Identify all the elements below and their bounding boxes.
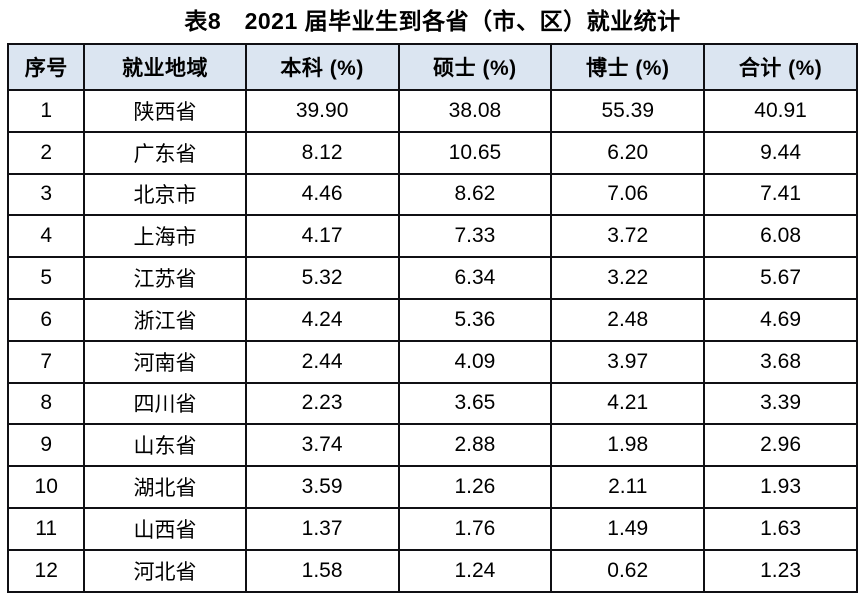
value-cell: 3.68: [703, 339, 858, 384]
value-cell: 4.69: [703, 297, 858, 342]
value-cell: 3.39: [703, 381, 858, 426]
value-cell: 6.08: [703, 214, 858, 259]
region-cell: 湖北省: [83, 465, 247, 509]
row-index-cell: 10: [6, 465, 86, 509]
value-cell: 1.24: [397, 548, 553, 593]
value-cell: 4.46: [244, 172, 400, 217]
value-cell: 7.33: [397, 214, 553, 259]
table-header: 序号 就业地域 本科 (%) 硕士 (%) 博士 (%) 合计 (%): [6, 43, 858, 91]
region-cell: 浙江省: [83, 297, 247, 342]
column-header-bachelor: 本科 (%): [244, 43, 400, 91]
value-cell: 1.76: [397, 506, 553, 551]
value-cell: 3.97: [550, 339, 706, 384]
row-index-cell: 8: [6, 381, 86, 426]
table-row: 3 北京市 4.46 8.62 7.06 7.41: [6, 172, 858, 217]
table-row: 7 河南省 2.44 4.09 3.97 3.68: [6, 339, 858, 384]
value-cell: 1.63: [703, 506, 858, 551]
value-cell: 4.09: [397, 339, 553, 384]
region-cell: 陕西省: [83, 89, 247, 133]
value-cell: 10.65: [397, 130, 553, 175]
value-cell: 7.06: [550, 172, 706, 217]
value-cell: 3.65: [397, 381, 553, 426]
value-cell: 4.21: [550, 381, 706, 426]
value-cell: 2.96: [703, 423, 858, 468]
region-cell: 江苏省: [83, 256, 247, 300]
value-cell: 1.58: [244, 548, 400, 593]
value-cell: 1.98: [550, 423, 706, 468]
row-index-cell: 2: [6, 130, 86, 175]
value-cell: 7.41: [703, 172, 858, 217]
value-cell: 5.36: [397, 297, 553, 342]
value-cell: 6.34: [397, 256, 553, 300]
value-cell: 8.62: [397, 172, 553, 217]
table-row: 5 江苏省 5.32 6.34 3.22 5.67: [6, 256, 858, 300]
region-cell: 北京市: [83, 172, 247, 217]
employment-statistics-table: 序号 就业地域 本科 (%) 硕士 (%) 博士 (%) 合计 (%) 1 陕西省 39.90…: [6, 43, 858, 593]
region-cell: 四川省: [83, 381, 247, 426]
value-cell: 3.74: [244, 423, 400, 468]
value-cell: 38.08: [397, 89, 553, 133]
value-cell: 2.88: [397, 423, 553, 468]
value-cell: 39.90: [244, 89, 400, 133]
table-row: 12 河北省 1.58 1.24 0.62 1.23: [6, 548, 858, 593]
value-cell: 1.49: [550, 506, 706, 551]
value-cell: 4.24: [244, 297, 400, 342]
table-row: 2 广东省 8.12 10.65 6.20 9.44: [6, 130, 858, 175]
region-cell: 山东省: [83, 423, 247, 468]
value-cell: 3.59: [244, 465, 400, 509]
row-index-cell: 4: [6, 214, 86, 259]
table-body: 1 陕西省 39.90 38.08 55.39 40.91 2 广东省 8.12 10.65 6.2…: [6, 89, 858, 593]
row-index-cell: 1: [6, 89, 86, 133]
region-cell: 上海市: [83, 214, 247, 259]
row-index-cell: 3: [6, 172, 86, 217]
table-row: 11 山西省 1.37 1.76 1.49 1.63: [6, 506, 858, 551]
value-cell: 1.37: [244, 506, 400, 551]
row-index-cell: 6: [6, 297, 86, 342]
row-index-cell: 11: [6, 506, 86, 551]
value-cell: 9.44: [703, 130, 858, 175]
value-cell: 6.20: [550, 130, 706, 175]
column-header-index: 序号: [6, 43, 86, 91]
value-cell: 2.44: [244, 339, 400, 384]
row-index-cell: 5: [6, 256, 86, 300]
value-cell: 1.26: [397, 465, 553, 509]
value-cell: 55.39: [550, 89, 706, 133]
value-cell: 3.22: [550, 256, 706, 300]
table-caption: 表8 2021 届毕业生到各省（市、区）就业统计: [184, 8, 681, 34]
region-cell: 河南省: [83, 339, 247, 384]
column-header-master: 硕士 (%): [397, 43, 553, 91]
region-cell: 广东省: [83, 130, 247, 175]
value-cell: 0.62: [550, 548, 706, 593]
region-cell: 河北省: [83, 548, 247, 593]
value-cell: 8.12: [244, 130, 400, 175]
row-index-cell: 7: [6, 339, 86, 384]
document-page: 表8 2021 届毕业生到各省（市、区）就业统计 序号 就业地域 本科 (%) 硕士 …: [6, 8, 858, 593]
row-index-cell: 9: [6, 423, 86, 468]
table-row: 1 陕西省 39.90 38.08 55.39 40.91: [6, 89, 858, 133]
value-cell: 2.11: [550, 465, 706, 509]
value-cell: 1.93: [703, 465, 858, 509]
header-row: 序号 就业地域 本科 (%) 硕士 (%) 博士 (%) 合计 (%): [6, 43, 858, 91]
value-cell: 4.17: [244, 214, 400, 259]
column-header-doctor: 博士 (%): [550, 43, 706, 91]
table-row: 6 浙江省 4.24 5.36 2.48 4.69: [6, 297, 858, 342]
table-row: 9 山东省 3.74 2.88 1.98 2.96: [6, 423, 858, 468]
value-cell: 5.67: [703, 256, 858, 300]
column-header-region: 就业地域: [83, 43, 247, 91]
value-cell: 3.72: [550, 214, 706, 259]
table-row: 4 上海市 4.17 7.33 3.72 6.08: [6, 214, 858, 259]
value-cell: 40.91: [703, 89, 858, 133]
region-cell: 山西省: [83, 506, 247, 551]
value-cell: 5.32: [244, 256, 400, 300]
value-cell: 2.48: [550, 297, 706, 342]
table-row: 8 四川省 2.23 3.65 4.21 3.39: [6, 381, 858, 426]
column-header-total: 合计 (%): [703, 43, 858, 91]
value-cell: 2.23: [244, 381, 400, 426]
row-index-cell: 12: [6, 548, 86, 593]
value-cell: 1.23: [703, 548, 858, 593]
table-row: 10 湖北省 3.59 1.26 2.11 1.93: [6, 465, 858, 509]
